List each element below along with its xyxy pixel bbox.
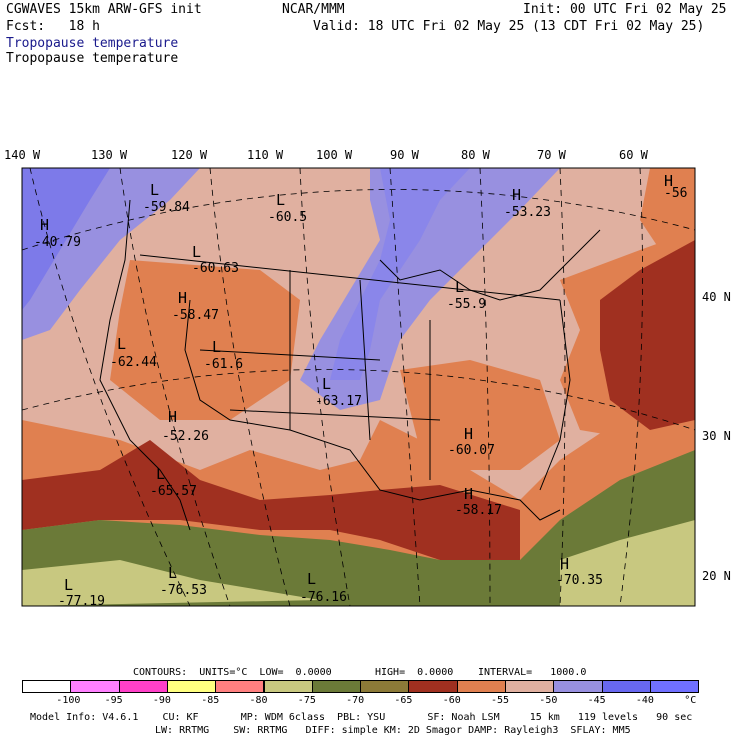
center-type: L [322, 375, 332, 393]
center-value: -76.16 [300, 590, 347, 605]
center-type: H [168, 408, 178, 426]
colorbar-swatch [505, 680, 555, 693]
institution-label: NCAR/MMM [282, 2, 345, 17]
center-value: -60.63 [192, 261, 239, 276]
center-value: -59.84 [143, 200, 190, 215]
center-type: L [117, 335, 127, 353]
colorbar-label: -40 [635, 695, 654, 706]
center-value: -76.53 [160, 583, 207, 598]
contour-units: CONTOURS: UNITS=°C LOW= 0.0000 [133, 667, 332, 678]
center-type: H [178, 289, 188, 307]
center-value: -58.47 [172, 308, 219, 323]
center-type: L [455, 278, 465, 296]
lon-label: 120 W [171, 148, 208, 162]
colorbar-swatch [553, 680, 603, 693]
lat-label: 30 N [702, 429, 731, 443]
center-type: L [168, 564, 178, 582]
center-type: L [192, 243, 202, 261]
physics-info: LW: RRTMG SW: RRTMG DIFF: simple KM: 2D … [155, 725, 631, 736]
center-value: -58.17 [455, 503, 502, 518]
colorbar-label: -55 [491, 695, 510, 706]
political-boundaries [99, 199, 601, 531]
lon-label: 90 W [390, 148, 419, 162]
lat-label: 20 N [702, 569, 731, 583]
lat-label: 40 N [702, 290, 731, 304]
colorbar-swatch [408, 680, 458, 693]
colorbar-label: -60 [442, 695, 461, 706]
colorbar-swatch [70, 680, 120, 693]
colorbar-label: -95 [104, 695, 123, 706]
colorbar-swatch [649, 680, 700, 693]
colorbar-label: -100 [56, 695, 81, 706]
center-value: -60.5 [268, 210, 308, 225]
colorbar-swatch [360, 680, 410, 693]
center-value: -65.57 [150, 484, 197, 499]
model-title: CGWAVES 15km ARW-GFS init [6, 2, 202, 17]
colorbar-label: -70 [346, 695, 365, 706]
lon-label: 140 W [4, 148, 41, 162]
center-value: -55.9 [447, 297, 487, 312]
temperature-field [22, 168, 695, 606]
colorbar-label: -65 [394, 695, 413, 706]
center-type: H [512, 186, 522, 204]
center-value: -53.23 [504, 205, 551, 220]
center-value: -52.26 [162, 429, 209, 444]
center-type: H [664, 172, 674, 190]
center-value: -63.17 [315, 394, 362, 409]
center-type: H [560, 555, 570, 573]
map-frame [21, 167, 696, 607]
valid-time: Valid: 18 UTC Fri 02 May 25 (13 CDT Fri … [313, 19, 705, 34]
center-value: -61.6 [204, 357, 244, 372]
field-title-blue: Tropopause temperature [6, 36, 179, 51]
center-type: L [307, 570, 317, 588]
colorbar-swatch [456, 680, 506, 693]
center-type: L [156, 465, 166, 483]
center-type: H [464, 425, 474, 443]
contour-high: HIGH= 0.0000 [375, 667, 454, 678]
colorbar-swatch [263, 680, 313, 693]
colorbar-label: -90 [152, 695, 171, 706]
colorbar-swatch [215, 680, 265, 693]
center-type: H [464, 485, 474, 503]
center-value: -60.07 [448, 443, 495, 458]
center-value: -40.79 [34, 235, 81, 250]
colorbar-label: -50 [539, 695, 558, 706]
colorbar-label: -75 [297, 695, 316, 706]
colorbar-swatch [166, 680, 217, 693]
colorbar-label: -80 [249, 695, 268, 706]
center-type: L [212, 338, 222, 356]
center-type: L [276, 191, 286, 209]
colorbar-swatch [118, 680, 168, 693]
lon-label: 130 W [91, 148, 128, 162]
field-title: Tropopause temperature [6, 51, 179, 66]
graticule [22, 168, 695, 606]
init-time: Init: 00 UTC Fri 02 May 25 [523, 2, 727, 17]
model-info: Model Info: V4.6.1 CU: KF MP: WDM 6class… [30, 712, 693, 723]
center-type: L [64, 576, 74, 594]
colorbar-swatch [22, 680, 72, 693]
lon-label: 100 W [316, 148, 353, 162]
colorbar-swatch [311, 680, 362, 693]
forecast-hour: Fcst: 18 h [6, 19, 100, 34]
lon-label: 60 W [619, 148, 648, 162]
center-type: H [40, 216, 50, 234]
center-type: L [150, 181, 160, 199]
colorbar-label: °C [684, 695, 697, 706]
colorbar-label: -85 [201, 695, 220, 706]
center-value: -77.19 [58, 594, 105, 609]
center-value: -70.35 [556, 573, 603, 588]
center-value: -62.44 [110, 355, 157, 370]
colorbar-swatch [601, 680, 651, 693]
lon-label: 70 W [537, 148, 566, 162]
center-value: -56 [664, 186, 688, 201]
lon-label: 110 W [247, 148, 284, 162]
colorbar-label: -45 [587, 695, 606, 706]
contour-interval: INTERVAL= 1000.0 [478, 667, 587, 678]
lon-label: 80 W [461, 148, 490, 162]
